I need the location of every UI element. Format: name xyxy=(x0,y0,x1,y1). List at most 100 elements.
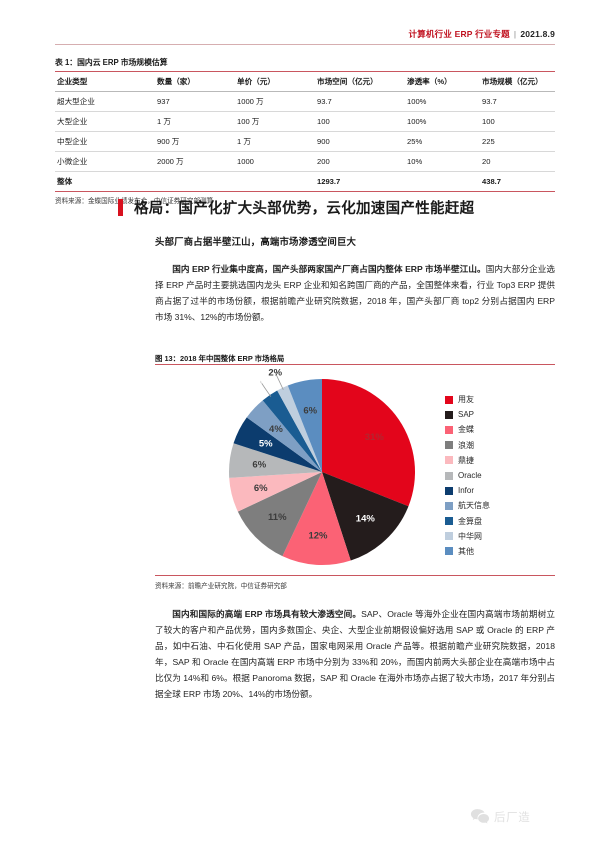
pie-slice-label: 6% xyxy=(303,405,317,416)
table-cell: 937 xyxy=(155,91,235,112)
table-cell: 93.7 xyxy=(480,91,555,112)
legend-item[interactable]: 金算盘 xyxy=(445,514,537,529)
document-header: 计算机行业 ERP 行业专题 | 2021.8.9 xyxy=(55,28,555,45)
figure-source-note: 资料来源：前瞻产业研究院，中信证券研究部 xyxy=(155,583,287,590)
header-separator: | xyxy=(513,29,517,39)
subheading: 头部厂商占据半壁江山，高端市场渗透空间巨大 xyxy=(155,236,357,247)
pie-value-labels: 31% 14% 12% 11% 6% 6% 5% 4% 3%2% 6% xyxy=(252,368,384,542)
legend-item[interactable]: 浪潮 xyxy=(445,438,537,453)
table-cell: 1293.7 xyxy=(315,171,405,192)
legend-item[interactable]: Oracle xyxy=(445,468,537,483)
legend-color-swatch xyxy=(445,456,453,465)
legend-item[interactable]: 用友 xyxy=(445,392,537,407)
pie-slice-label: 11% xyxy=(268,512,287,523)
legend-item[interactable]: 中华网 xyxy=(445,529,537,544)
table-cell: 100% xyxy=(405,91,480,112)
legend-item[interactable]: SAP xyxy=(445,407,537,422)
table-cell xyxy=(405,171,480,192)
pie-slice-label: 6% xyxy=(252,460,266,471)
table-cell: 200 xyxy=(315,151,405,172)
figure-title: 图 13：2018 年中国整体 ERP 市场格局 xyxy=(155,354,285,363)
legend-label: 金蝶 xyxy=(458,425,474,435)
table-cell: 25% xyxy=(405,131,480,152)
legend-color-swatch xyxy=(445,532,453,541)
header-report-title: 计算机行业 ERP 行业专题 xyxy=(408,29,510,39)
section-heading-text: 格局：国产化扩大头部优势，云化加速国产性能赶超 xyxy=(134,201,475,217)
pie-canvas: 31% 14% 12% 11% 6% 6% 5% 4% 3% 2% 6% xyxy=(227,368,417,567)
header-date: 2021.8.9 xyxy=(520,29,555,39)
table-cell: 10% xyxy=(405,151,480,172)
table-caption: 表 1：国内云 ERP 市场规模估算 xyxy=(55,58,168,67)
paragraph-lead-bold: 国内和国际的高端 ERP 市场具有较大渗透空间。 xyxy=(172,609,362,619)
pie-slice xyxy=(287,379,322,472)
table-col-header: 企业类型 xyxy=(55,71,155,92)
legend-label: SAP xyxy=(458,410,475,420)
table-total-row: 整体 1293.7 438.7 xyxy=(55,171,555,192)
legend-label: 航天信息 xyxy=(458,501,490,511)
legend-item[interactable]: 鼎捷 xyxy=(445,453,537,468)
legend-label: Infor xyxy=(458,486,475,496)
legend-color-swatch xyxy=(445,486,453,495)
table-row: 超大型企业 937 1000 万 93.7 100% 93.7 xyxy=(55,91,555,112)
table-cell: 小微企业 xyxy=(55,151,155,172)
legend-label: 浪潮 xyxy=(458,440,474,450)
legend-item[interactable]: 金蝶 xyxy=(445,422,537,437)
section-heading: 格局：国产化扩大头部优势，云化加速国产性能赶超 xyxy=(118,197,474,218)
wechat-icon xyxy=(470,808,490,826)
table-cell: 20 xyxy=(480,151,555,172)
table-cell xyxy=(155,171,235,192)
watermark: 后厂造 xyxy=(470,808,530,826)
pie-slice-label: 2% xyxy=(268,368,282,379)
table-header-row: 企业类型 数量（家） 单价（元） 市场空间（亿元） 渗透率（%） 市场规模（亿元… xyxy=(55,71,555,92)
legend-label: 中华网 xyxy=(458,531,482,541)
table-cell: 93.7 xyxy=(315,91,405,112)
wechat-icon-svg xyxy=(470,809,490,824)
legend-color-swatch xyxy=(445,547,453,556)
table-col-header: 渗透率（%） xyxy=(405,71,480,92)
table-col-header: 数量（家） xyxy=(155,71,235,92)
pie-slice xyxy=(246,400,322,472)
table-source-note: 资料来源：金蝶国际业绩发布会，中信证券研究部测算 xyxy=(55,198,214,205)
pie-slice-label: 5% xyxy=(259,439,273,450)
table-cell: 1000 xyxy=(235,151,315,172)
table-col-header: 市场空间（亿元） xyxy=(315,71,405,92)
pie-slice-label: 3% xyxy=(253,376,267,387)
pie-slice xyxy=(322,472,409,561)
legend-color-swatch xyxy=(445,395,453,404)
table-cell: 1000 万 xyxy=(235,91,315,112)
figure-container: 31% 14% 12% 11% 6% 6% 5% 4% 3% 2% 6% 用友 SAP 金蝶 浪潮 鼎捷 Or… xyxy=(155,364,555,576)
table-row: 大型企业 1 万 100 万 100 100% 100 xyxy=(55,111,555,132)
table-cell: 大型企业 xyxy=(55,111,155,132)
legend-label: Oracle xyxy=(458,471,482,481)
pie-leader-line xyxy=(259,380,272,397)
legend-item[interactable]: 其他 xyxy=(445,544,537,559)
legend-item[interactable]: Infor xyxy=(445,483,537,498)
pie-slice xyxy=(282,472,351,566)
pie-slice-label: 31% xyxy=(365,432,385,443)
table-cell xyxy=(235,171,315,192)
pie-leader-line xyxy=(274,372,284,390)
pie-slice xyxy=(233,417,322,472)
pie-slice-group xyxy=(228,379,416,566)
table-cell: 1 万 xyxy=(235,131,315,152)
pie-slice xyxy=(262,390,322,472)
pie-slice xyxy=(277,385,322,472)
pie-slice-label: 12% xyxy=(308,531,328,542)
legend-color-swatch xyxy=(445,410,453,419)
legend-color-swatch xyxy=(445,425,453,434)
legend-color-swatch xyxy=(445,517,453,526)
table-cell: 2000 万 xyxy=(155,151,235,172)
legend-label: 鼎捷 xyxy=(458,455,474,465)
table-cell: 1 万 xyxy=(155,111,235,132)
table-cell: 100 xyxy=(480,111,555,132)
table-col-header: 单价（元） xyxy=(235,71,315,92)
table-cell: 900 xyxy=(315,131,405,152)
pie-slice xyxy=(228,443,322,478)
legend-color-swatch xyxy=(445,441,453,450)
legend-label: 其他 xyxy=(458,546,474,556)
paragraph-high-end-market: 国内和国际的高端 ERP 市场具有较大渗透空间。SAP、Oracle 等海外企业… xyxy=(155,606,555,702)
legend-item[interactable]: 航天信息 xyxy=(445,498,537,513)
legend-color-swatch xyxy=(445,471,453,480)
legend-label: 金算盘 xyxy=(458,516,482,526)
paragraph-market-concentration: 国内 ERP 行业集中度高，国产头部两家国产厂商占国内整体 ERP 市场半壁江山… xyxy=(155,261,555,325)
